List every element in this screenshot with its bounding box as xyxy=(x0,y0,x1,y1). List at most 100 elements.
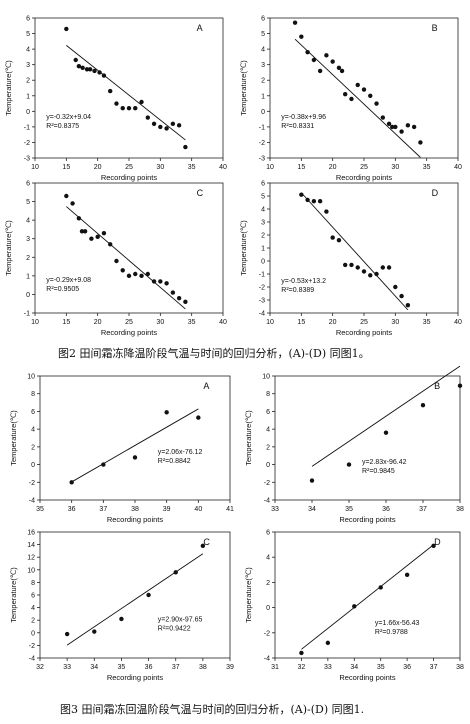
data-point xyxy=(361,269,367,274)
data-point xyxy=(95,234,100,240)
y-axis-label: Temperature(℃) xyxy=(244,410,253,466)
y-tick-label: 0 xyxy=(261,109,265,116)
x-tick-label: 32 xyxy=(36,664,44,671)
data-point xyxy=(380,115,385,120)
x-tick-label: 10 xyxy=(266,164,274,171)
y-tick-label: -2 xyxy=(24,140,30,147)
x-tick-label: 38 xyxy=(199,664,207,671)
x-tick-label: 15 xyxy=(297,319,305,326)
data-point xyxy=(405,303,411,308)
r-squared-label: R²=0.9845 xyxy=(362,468,395,475)
y-tick-label: 2 xyxy=(266,580,270,587)
x-tick-label: 39 xyxy=(226,664,234,671)
y-tick-label: 8 xyxy=(266,391,270,398)
x-axis-label: Recording points xyxy=(107,515,164,524)
x-tick-label: 15 xyxy=(62,164,70,171)
y-tick-label: -3 xyxy=(259,156,265,163)
regression-line xyxy=(66,553,204,646)
panel-label: B xyxy=(432,23,438,33)
r-squared-label: R²=0.8389 xyxy=(281,287,314,294)
x-tick-label: 36 xyxy=(403,664,411,671)
panel-label: C xyxy=(197,188,204,198)
y-tick-label: 2 xyxy=(266,444,270,451)
panel-label: A xyxy=(197,23,203,33)
data-point xyxy=(390,124,395,130)
data-point xyxy=(69,480,74,485)
y-tick-label: 0 xyxy=(266,605,270,612)
x-tick-label: 36 xyxy=(68,506,76,513)
x-tick-label: 40 xyxy=(219,319,227,326)
x-tick-label: 33 xyxy=(271,506,279,513)
r-squared-label: R²=0.8331 xyxy=(281,123,314,130)
data-point xyxy=(386,121,392,126)
y-tick-label: 3 xyxy=(261,62,265,69)
x-tick-label: 30 xyxy=(391,164,399,171)
x-axis-label: Recording points xyxy=(101,173,158,182)
y-tick-label: 1 xyxy=(261,93,265,100)
data-point xyxy=(299,34,304,39)
data-point xyxy=(164,281,169,286)
y-tick-label: 3 xyxy=(26,62,30,69)
data-point xyxy=(399,293,404,299)
y-tick-label: 4 xyxy=(26,47,30,54)
x-tick-label: 40 xyxy=(219,164,227,171)
regression-equation: y=-0.53x+13.2 xyxy=(281,278,326,285)
x-tick-label: 33 xyxy=(63,664,71,671)
panel-label: D xyxy=(432,188,439,198)
y-tick-label: 4 xyxy=(266,555,270,562)
data-point xyxy=(380,265,385,270)
x-tick-label: 15 xyxy=(62,319,70,326)
data-point xyxy=(305,197,310,203)
y-tick-label: 6 xyxy=(261,16,265,23)
plot-frame xyxy=(39,531,231,659)
panel-label: D xyxy=(434,537,441,547)
x-tick-label: 35 xyxy=(345,506,353,513)
y-tick-label: 16 xyxy=(27,530,35,537)
regression-line xyxy=(294,38,421,158)
figure2-caption: 图2 田间霜冻降温阶段气温与时间的回归分析，(A)-(D) 同图1。 xyxy=(58,347,370,360)
data-point xyxy=(146,592,151,598)
y-tick-label: 4 xyxy=(261,207,265,214)
data-point xyxy=(80,65,85,70)
regression-line xyxy=(311,365,461,467)
y-tick-label: 2 xyxy=(31,444,35,451)
y-tick-label: 0 xyxy=(26,292,30,299)
data-point xyxy=(311,199,317,204)
y-tick-label: -2 xyxy=(264,480,270,487)
data-point xyxy=(309,478,315,483)
x-tick-label: 37 xyxy=(419,506,427,513)
data-point xyxy=(418,140,423,145)
data-point xyxy=(126,273,132,279)
regression-equation: y=-0.38x+9.96 xyxy=(281,114,326,121)
y-tick-label: -4 xyxy=(29,498,35,505)
data-point xyxy=(368,273,373,278)
y-tick-label: 10 xyxy=(27,374,35,381)
regression-equation: y=-0.29x+9.08 xyxy=(46,277,91,284)
chart-panel-6: 33 34 35 36 37 38 -4 -2 0 2 4 6 8 10 Recording points T… xyxy=(244,365,464,524)
regression-equation: y=2.83x-96.42 xyxy=(362,459,407,466)
data-point xyxy=(76,216,82,221)
x-tick-label: 35 xyxy=(36,506,44,513)
chart-panel-5: 35 36 37 38 39 40 41 -4 -2 0 2 4 6 8 10 Recording point… xyxy=(9,374,234,525)
data-point xyxy=(325,640,331,646)
x-axis-label: Recording points xyxy=(339,515,396,524)
x-tick-label: 25 xyxy=(360,319,368,326)
x-tick-label: 20 xyxy=(94,164,102,171)
data-point xyxy=(374,101,379,106)
x-tick-label: 36 xyxy=(145,664,153,671)
regression-equation: y=1.66x-56.43 xyxy=(375,620,420,627)
data-point xyxy=(139,273,144,279)
data-point xyxy=(79,229,85,234)
y-tick-label: 2 xyxy=(261,78,265,85)
data-point xyxy=(346,462,352,467)
regression-equation: y=2.06x-76.12 xyxy=(158,449,203,456)
y-tick-label: 0 xyxy=(261,259,265,266)
x-tick-label: 38 xyxy=(456,506,464,513)
y-tick-label: -2 xyxy=(29,480,35,487)
r-squared-label: R²=0.8842 xyxy=(158,458,191,465)
data-point xyxy=(64,193,69,199)
r-squared-label: R²=0.9422 xyxy=(158,625,191,632)
data-point xyxy=(101,462,106,467)
data-point xyxy=(92,629,97,634)
data-point xyxy=(82,229,88,234)
